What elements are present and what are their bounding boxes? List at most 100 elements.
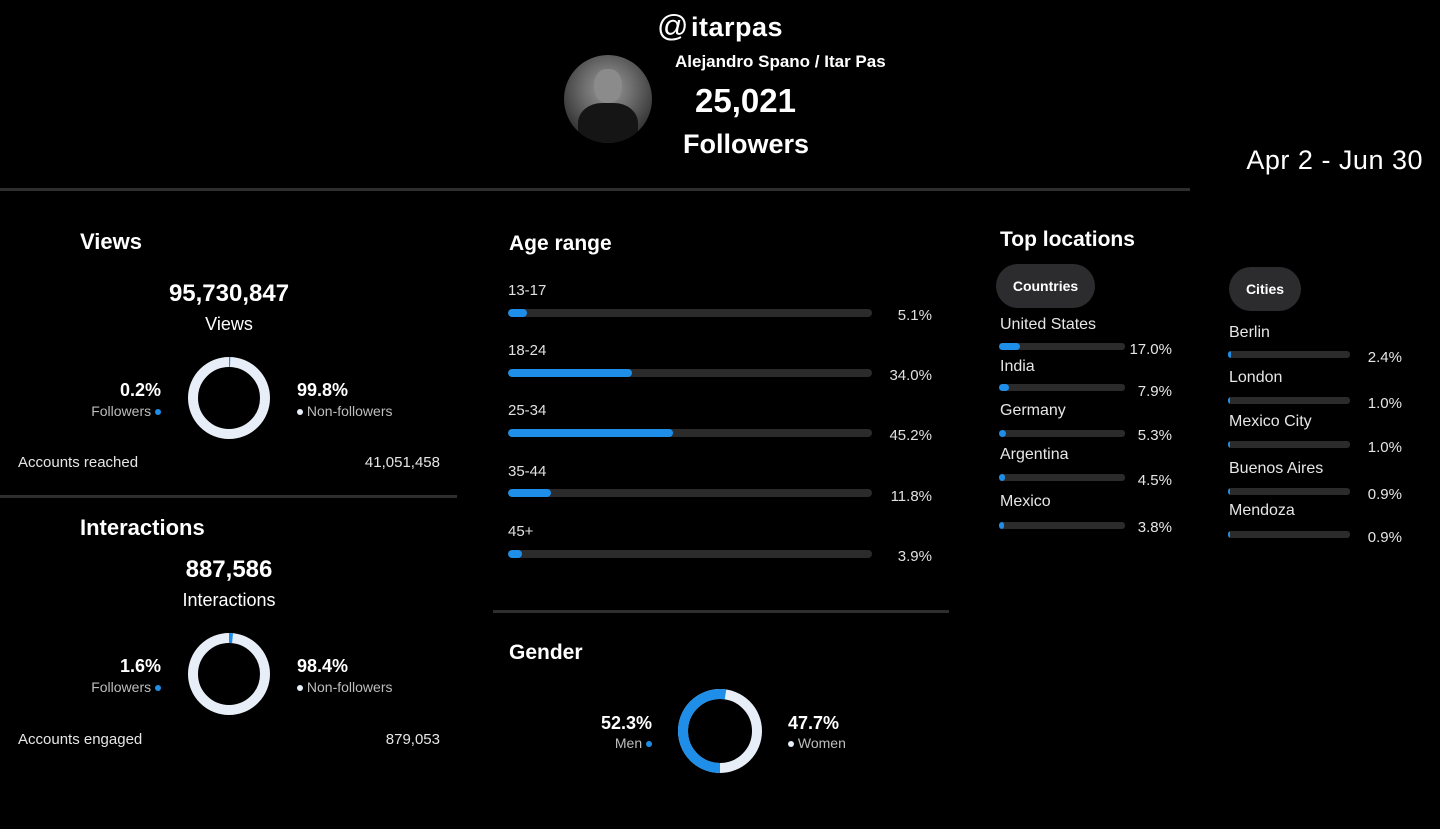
age-title: Age range [509,232,612,255]
views-followers-pct: 0.2% [119,380,161,400]
country-label: Mexico [1000,493,1051,510]
country-value: 3.8% [1137,519,1172,536]
followers-count: 25,021 [695,82,796,119]
country-bar [999,384,1009,391]
age-row-bar [508,429,673,437]
locations-title: Top locations [1000,228,1135,251]
age-row-label: 45+ [508,523,534,540]
gender-donut-men [678,689,762,773]
country-label: Germany [1000,402,1066,419]
women-dot-icon [788,741,794,748]
country-bar [999,343,1021,350]
gender-women-label: Women [797,735,846,751]
avatar [564,55,652,143]
country-track [999,384,1125,391]
interactions-total-label: Interactions [182,590,276,610]
interactions-donut-nonfollowers [188,633,270,715]
age-row-value: 45.2% [889,427,932,444]
interactions-nonfollowers-label: Non-followers [306,679,393,695]
age-row-bar [508,489,551,497]
men-dot-icon [646,741,652,748]
age-row-track [508,309,872,317]
country-value: 7.9% [1137,383,1172,400]
city-track [1228,397,1350,404]
followers-label: Followers [683,129,810,159]
city-track [1228,531,1350,538]
city-track [1228,441,1350,448]
age-row-bar [508,309,527,317]
avatar-body [578,103,638,143]
interactions-nonfollowers-pct: 98.4% [297,656,349,676]
city-bar [1228,351,1231,358]
interactions-nonfollowers-legend: Non-followers [297,679,392,695]
views-total: 95,730,847 [168,280,290,307]
accounts-engaged-label: Accounts engaged [18,731,143,748]
country-track [999,430,1125,437]
age-row-value: 3.9% [897,548,932,565]
views-title: Views [80,229,142,254]
age-row-track [508,489,872,497]
age-row-track [508,369,872,377]
country-value: 5.3% [1137,427,1172,444]
views-total-label: Views [205,314,253,334]
at-icon: @ [656,8,689,43]
profile-handle: @itarpas [0,8,1440,44]
city-value: 1.0% [1367,439,1402,456]
gender-women-legend: Women [788,735,846,751]
city-bar [1228,441,1230,448]
tab-countries[interactable]: Countries [996,264,1095,308]
country-bar [999,430,1006,437]
views-nonfollowers-pct: 99.8% [297,380,349,400]
views-donut-nonfollowers [188,357,270,439]
city-label: Buenos Aires [1229,460,1324,477]
views-followers-legend: Followers [40,403,161,419]
city-bar [1228,488,1230,495]
age-row-track [508,550,872,558]
interactions-followers-label: Followers [91,679,152,695]
age-row-label: 35-44 [508,463,547,480]
interactions-donut [188,633,270,715]
views-followers-label: Followers [91,403,152,419]
city-label: Berlin [1229,324,1270,341]
views-nonfollowers-label: Non-followers [306,403,393,419]
followers-dot-icon [155,685,161,692]
age-divider [493,610,949,613]
accounts-engaged-value: 879,053 [385,731,440,748]
city-track [1228,351,1350,358]
age-row-label: 25-34 [508,402,547,419]
gender-donut [678,689,762,773]
avatar-head [594,69,622,103]
views-divider [0,495,457,498]
country-value: 4.5% [1137,472,1172,489]
age-row-bar [508,550,523,558]
views-donut [188,357,270,439]
age-row-track [508,429,872,437]
date-range[interactable]: Apr 2 - Jun 30 [1246,145,1423,175]
gender-men-pct: 52.3% [600,713,652,733]
interactions-title: Interactions [80,515,205,540]
display-name: Alejandro Spano / Itar Pas [675,52,886,71]
interactions-followers-pct: 1.6% [119,656,161,676]
city-bar [1228,397,1230,404]
country-track [999,474,1125,481]
city-value: 2.4% [1367,349,1402,366]
views-donut-followers [188,357,270,439]
nonfollowers-dot-icon [297,685,303,692]
age-row-value: 34.0% [889,367,932,384]
city-value: 1.0% [1367,395,1402,412]
country-bar [999,522,1004,529]
handle-text: itarpas [690,12,784,42]
interactions-donut-followers [188,633,270,715]
city-label: Mendoza [1229,502,1295,519]
age-row-label: 18-24 [508,342,547,359]
views-nonfollowers-legend: Non-followers [297,403,392,419]
city-value: 0.9% [1367,486,1402,503]
gender-men-label: Men [614,735,643,751]
city-bar [1228,531,1230,538]
gender-women-pct: 47.7% [788,713,840,733]
city-track [1228,488,1350,495]
age-row-bar [508,369,632,377]
tab-cities[interactable]: Cities [1229,267,1301,311]
city-label: London [1229,369,1283,386]
accounts-reached-value: 41,051,458 [364,454,440,471]
